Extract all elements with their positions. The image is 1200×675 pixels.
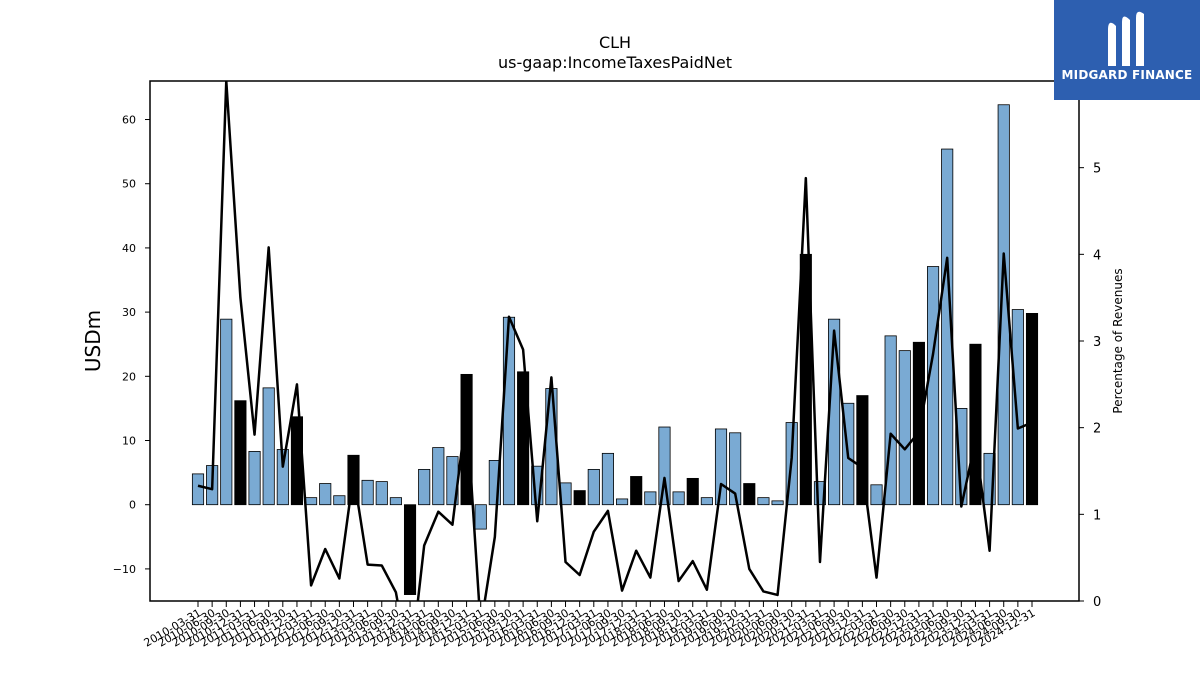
bar-2011-06-30 [262,387,275,506]
bar-2017-03-31 [587,468,600,506]
bar-2011-03-31 [248,451,261,506]
bar-2024-03-31 [983,452,996,506]
chart-subtitle: us-gaap:IncomeTaxesPaidNet [498,53,732,72]
plot-frame [149,80,1080,602]
bar-2021-12-31 [856,395,869,506]
bars-group [191,104,1039,595]
bar-2022-06-30 [884,335,897,506]
bar-2010-12-31 [234,400,247,506]
bar-2013-12-31 [403,504,417,595]
bar-2017-09-30 [616,498,629,506]
bar-2022-09-30 [898,350,911,506]
bar-2018-09-30 [672,491,685,506]
chart-title: CLH [599,33,631,52]
bar-2013-09-30 [389,497,402,506]
bar-2012-09-30 [333,495,346,506]
y-tick-label: 50 [122,178,136,191]
bar-2024-12-31 [1025,312,1039,506]
bar-2020-12-31 [799,253,812,506]
bar-2021-03-31 [813,481,827,506]
bar-2024-09-30 [1011,309,1024,506]
series-line [197,81,1033,601]
bar-2013-06-30 [375,481,388,506]
bar-2010-09-30 [220,318,233,506]
y-tick-label: 20 [122,370,136,383]
bar-2015-03-31 [474,504,487,530]
plot-area [149,80,1080,602]
bar-2024-06-30 [997,104,1010,506]
bar-2018-12-31 [686,477,699,506]
bar-2023-03-31 [927,266,940,506]
bar-2014-06-30 [432,447,445,506]
y2-axis: 0 1 2 3 4 5 [1079,162,1101,610]
y2-tick-label: 0 [1093,595,1101,610]
bar-2023-06-30 [941,148,954,506]
brand-logo: MIDGARD FINANCE [1054,0,1200,100]
y-tick-label: 40 [122,242,136,255]
bar-2014-12-31 [460,373,473,506]
y-axis-label: USDm [81,310,105,372]
bar-2014-03-31 [418,468,431,506]
bar-2019-06-30 [714,428,728,506]
bar-2016-12-31 [573,490,586,506]
bar-2019-09-30 [729,432,742,506]
y-tick-label: 0 [129,499,136,512]
y2-tick-label: 5 [1093,162,1101,177]
y2-tick-label: 4 [1093,248,1101,263]
bar-2020-03-31 [757,497,770,506]
logo-mark-icon [1108,11,1144,67]
y-tick-label: −10 [113,563,136,576]
y2-axis-label: Percentage of Revenues [1111,268,1125,413]
bar-2015-06-30 [488,460,501,506]
bar-2015-09-30 [502,316,516,506]
y2-tick-label: 1 [1093,508,1101,523]
bar-2019-12-31 [743,483,756,506]
bar-2018-03-31 [644,491,657,506]
bar-2019-03-31 [700,497,713,506]
bar-2023-12-31 [969,343,982,506]
bar-2015-12-31 [517,371,530,506]
bar-2012-06-30 [319,483,332,506]
y-tick-label: 60 [122,114,136,127]
bar-2017-12-31 [630,476,643,506]
logo-text: MIDGARD FINANCE [1061,68,1193,82]
y-tick-label: 10 [122,435,136,448]
bar-2022-03-31 [870,484,883,506]
line-group [197,81,1033,601]
bar-2017-06-30 [601,452,614,506]
y-axis: −10 0 10 20 30 40 50 60 [113,114,150,576]
bar-2010-03-31 [191,473,205,506]
bar-2016-03-31 [531,465,544,506]
y2-tick-label: 3 [1093,335,1101,350]
bar-2013-03-31 [361,479,374,506]
bar-2022-12-31 [912,341,925,506]
bar-2020-06-30 [771,500,784,506]
bar-2018-06-30 [658,426,671,506]
y2-tick-label: 2 [1093,422,1101,437]
y-tick-label: 30 [122,306,136,319]
bar-2012-03-31 [305,497,318,506]
x-axis: 2010-03-312010-06-302010-09-302010-12-31… [142,601,1038,650]
